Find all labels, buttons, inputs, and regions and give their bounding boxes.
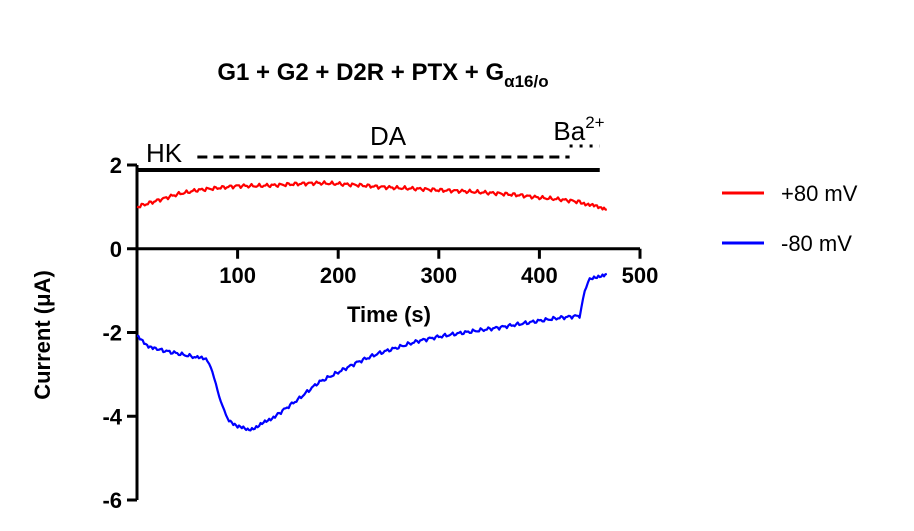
chart-title: G1 + G2 + D2R + PTX + Gα16/o — [217, 59, 548, 91]
y-ticks: 2 0 -2 -4 -6 — [102, 153, 137, 513]
y-axis-label: Current (μA) — [30, 270, 55, 400]
y-tick-label: 0 — [110, 237, 122, 262]
x-tick-label: 500 — [622, 263, 659, 288]
x-tick-label: 100 — [219, 263, 256, 288]
series-layer — [136, 180, 608, 432]
legend-label: -80 mV — [781, 231, 852, 256]
series-line-minus-80mv — [136, 272, 608, 432]
x-tick-label: 400 — [521, 263, 558, 288]
x-ticks: 100 200 300 400 500 — [219, 248, 659, 288]
axes: 2 0 -2 -4 -6 100 200 300 400 500 — [102, 153, 658, 513]
x-tick-label: 200 — [320, 263, 357, 288]
legend-label: +80 mV — [781, 181, 858, 206]
y-tick-label: -4 — [102, 404, 122, 429]
da-label: DA — [370, 121, 407, 151]
ba-label-main: Ba — [553, 116, 585, 146]
chart-title-main: G1 + G2 + D2R + PTX + G — [217, 59, 504, 86]
y-tick-label: -6 — [102, 488, 122, 513]
treatment-annotations: HK DA Ba2+ — [137, 113, 605, 172]
y-tick-label: 2 — [110, 153, 122, 178]
ba-label: Ba2+ — [553, 113, 604, 146]
x-axis-label: Time (s) — [347, 302, 431, 327]
y-tick-label: -2 — [102, 321, 122, 346]
x-tick-label: 300 — [420, 263, 457, 288]
chart-title-subscript: α16/o — [504, 72, 548, 91]
ba-label-superscript: 2+ — [585, 113, 604, 132]
legend: +80 mV -80 mV — [722, 181, 858, 256]
series-line-plus-80mv — [136, 180, 608, 211]
hk-label: HK — [146, 138, 183, 168]
